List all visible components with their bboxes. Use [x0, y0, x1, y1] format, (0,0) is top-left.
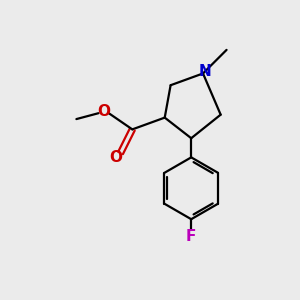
Text: O: O	[109, 150, 122, 165]
Text: N: N	[199, 64, 212, 80]
Text: O: O	[97, 103, 110, 118]
Text: F: F	[186, 229, 196, 244]
